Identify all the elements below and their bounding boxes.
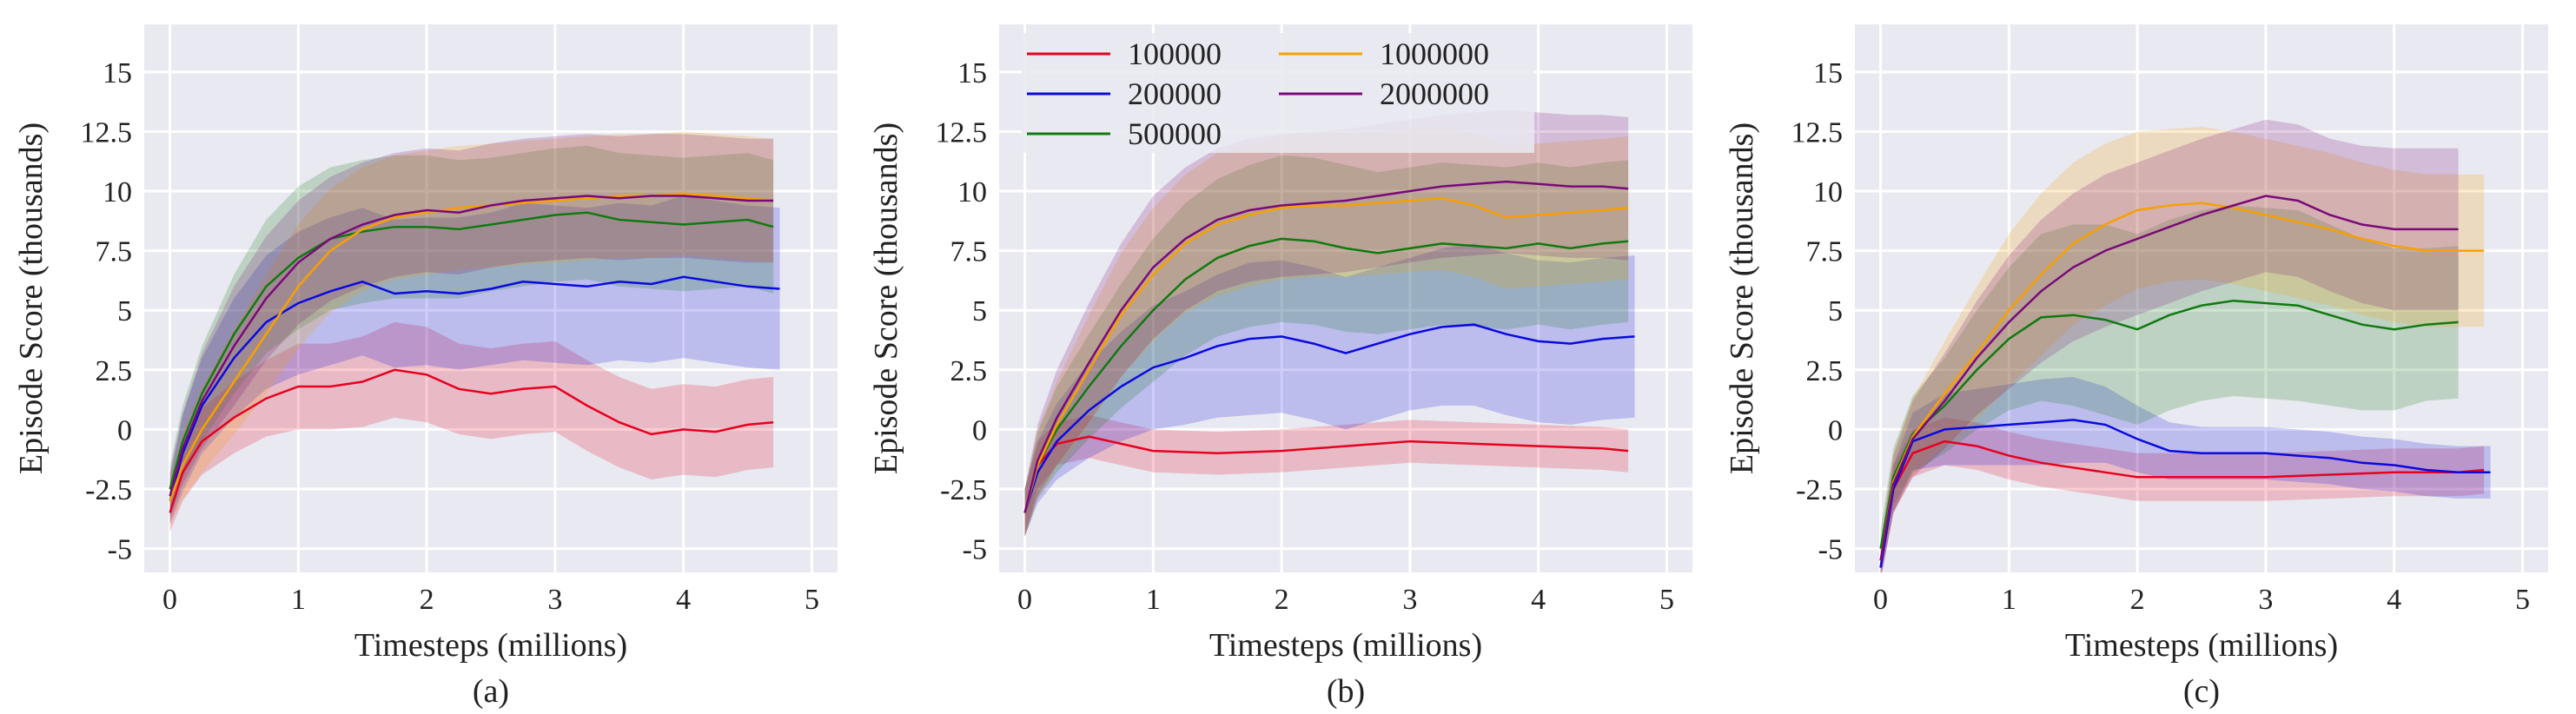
x-tick-label: 4 bbox=[676, 584, 691, 616]
series-band-2000000 bbox=[1880, 119, 2459, 572]
x-axis-label: Timesteps (millions) bbox=[354, 627, 627, 664]
x-tick-label: 3 bbox=[2258, 584, 2273, 616]
y-axis-label: Episode Score (thousands) bbox=[1724, 122, 1760, 474]
series-band-500000 bbox=[1880, 205, 2459, 568]
series-line-1000000 bbox=[1023, 197, 1629, 513]
y-tick-label: 15 bbox=[957, 57, 987, 89]
y-tick-label: 10 bbox=[1813, 176, 1843, 208]
y-tick-label: 0 bbox=[1828, 414, 1843, 446]
y-tick-label: 0 bbox=[972, 414, 987, 446]
x-tick-label: 2 bbox=[1275, 584, 1289, 616]
y-tick-label: 12.5 bbox=[936, 116, 988, 149]
series-group bbox=[1879, 119, 2491, 572]
panel-caption: (a) bbox=[473, 673, 509, 710]
panel-caption: (c) bbox=[2183, 673, 2220, 710]
legend-label-500000: 500000 bbox=[1128, 116, 1222, 151]
y-tick-label: -5 bbox=[108, 534, 132, 566]
y-tick-label: 5 bbox=[117, 295, 132, 327]
x-tick-label: 4 bbox=[2387, 584, 2401, 616]
series-band-100000 bbox=[1880, 417, 2485, 572]
x-tick-label: 0 bbox=[1873, 584, 1888, 616]
series-band-100000 bbox=[1024, 414, 1629, 537]
series-band-500000 bbox=[169, 145, 774, 513]
legend-label-200000: 200000 bbox=[1128, 76, 1222, 111]
series-band-500000 bbox=[1024, 155, 1629, 537]
y-tick-label: 10 bbox=[103, 176, 132, 208]
y-tick-label: 7.5 bbox=[950, 236, 988, 268]
y-tick-label: 12.5 bbox=[81, 116, 133, 149]
series-band-200000 bbox=[169, 195, 780, 526]
series-line-200000 bbox=[1879, 419, 2491, 568]
series-group bbox=[1023, 109, 1635, 537]
legend-label-2000000: 2000000 bbox=[1380, 76, 1489, 111]
x-tick-label: 3 bbox=[1402, 584, 1417, 616]
x-tick-label: 2 bbox=[420, 584, 434, 616]
y-tick-label: 5 bbox=[1828, 295, 1843, 327]
y-tick-label: 2.5 bbox=[1806, 355, 1844, 387]
y-tick-label: 15 bbox=[103, 57, 132, 89]
x-tick-label: 1 bbox=[1146, 584, 1161, 616]
series-line-200000 bbox=[169, 275, 780, 502]
x-tick-label: 5 bbox=[805, 584, 819, 616]
plot-area bbox=[1855, 24, 2548, 572]
x-tick-label: 4 bbox=[1531, 584, 1546, 616]
x-tick-label: 5 bbox=[2515, 584, 2530, 616]
y-axis-label: Episode Score (thousands) bbox=[13, 122, 50, 474]
series-band-200000 bbox=[1880, 377, 2491, 572]
series-band-1000000 bbox=[1024, 127, 1629, 537]
series-group bbox=[169, 131, 780, 532]
series-line-100000 bbox=[1023, 435, 1629, 513]
chart-panel-2: 0 1 2 3 4 5 -5 -2.5 0 2.5 5 7.5 10 12.5 15 Timesteps (m… bbox=[868, 24, 1692, 710]
y-tick-label: -2.5 bbox=[940, 474, 987, 506]
series-band-200000 bbox=[1024, 243, 1635, 537]
y-axis-label: Episode Score (thousands) bbox=[868, 122, 904, 474]
series-line-2000000 bbox=[169, 195, 774, 497]
y-tick-label: 7.5 bbox=[1806, 236, 1844, 268]
chart-panel-3: 0 1 2 3 4 5 -5 -2.5 0 2.5 5 7.5 10 12.5 15 Timesteps (m… bbox=[1724, 24, 2548, 710]
series-band-2000000 bbox=[1024, 109, 1629, 537]
y-tick-label: -2.5 bbox=[85, 474, 132, 506]
y-tick-label: -5 bbox=[963, 534, 987, 566]
series-line-1000000 bbox=[169, 192, 774, 502]
x-tick-label: 2 bbox=[2130, 584, 2145, 616]
series-line-1000000 bbox=[1879, 202, 2485, 561]
series-line-500000 bbox=[1879, 299, 2459, 549]
y-tick-label: 12.5 bbox=[1791, 116, 1844, 149]
panel-caption: (b) bbox=[1327, 673, 1365, 710]
series-line-500000 bbox=[1023, 237, 1629, 513]
y-tick-label: 7.5 bbox=[96, 236, 133, 268]
y-tick-label: 2.5 bbox=[96, 355, 133, 387]
y-tick-label: -5 bbox=[1818, 534, 1843, 566]
legend: 100000 200000 500000 1000000 2000000 bbox=[1022, 33, 1534, 153]
series-band-1000000 bbox=[1880, 127, 2485, 572]
series-line-200000 bbox=[1023, 323, 1635, 513]
series-line-2000000 bbox=[1023, 180, 1629, 513]
x-tick-label: 0 bbox=[162, 584, 177, 616]
series-line-2000000 bbox=[1879, 195, 2459, 561]
x-tick-label: 0 bbox=[1017, 584, 1032, 616]
series-line-100000 bbox=[169, 368, 774, 513]
y-tick-label: 0 bbox=[117, 414, 132, 446]
series-band-2000000 bbox=[169, 134, 774, 520]
series-band-100000 bbox=[169, 321, 774, 532]
legend-label-1000000: 1000000 bbox=[1380, 36, 1489, 71]
plot-area bbox=[144, 24, 838, 572]
y-tick-label: 10 bbox=[957, 176, 987, 208]
chart-panel-1: 0 1 2 3 4 5 -5 -2.5 0 2.5 5 7.5 10 12.5 15 Timesteps (m… bbox=[13, 24, 838, 710]
x-axis-label: Timesteps (millions) bbox=[1209, 627, 1482, 664]
x-axis-label: Timesteps (millions) bbox=[2065, 627, 2338, 664]
series-band-1000000 bbox=[169, 131, 774, 526]
y-tick-label: -2.5 bbox=[1796, 474, 1843, 506]
y-tick-label: 2.5 bbox=[950, 355, 988, 387]
x-tick-label: 5 bbox=[1659, 584, 1674, 616]
y-tick-label: 15 bbox=[1813, 57, 1843, 89]
legend-label-100000: 100000 bbox=[1128, 36, 1222, 71]
series-line-100000 bbox=[1879, 440, 2485, 568]
x-tick-label: 3 bbox=[547, 584, 562, 616]
x-tick-label: 1 bbox=[291, 584, 306, 616]
series-line-500000 bbox=[169, 211, 774, 490]
x-tick-label: 1 bbox=[2002, 584, 2016, 616]
y-tick-label: 5 bbox=[972, 295, 987, 327]
